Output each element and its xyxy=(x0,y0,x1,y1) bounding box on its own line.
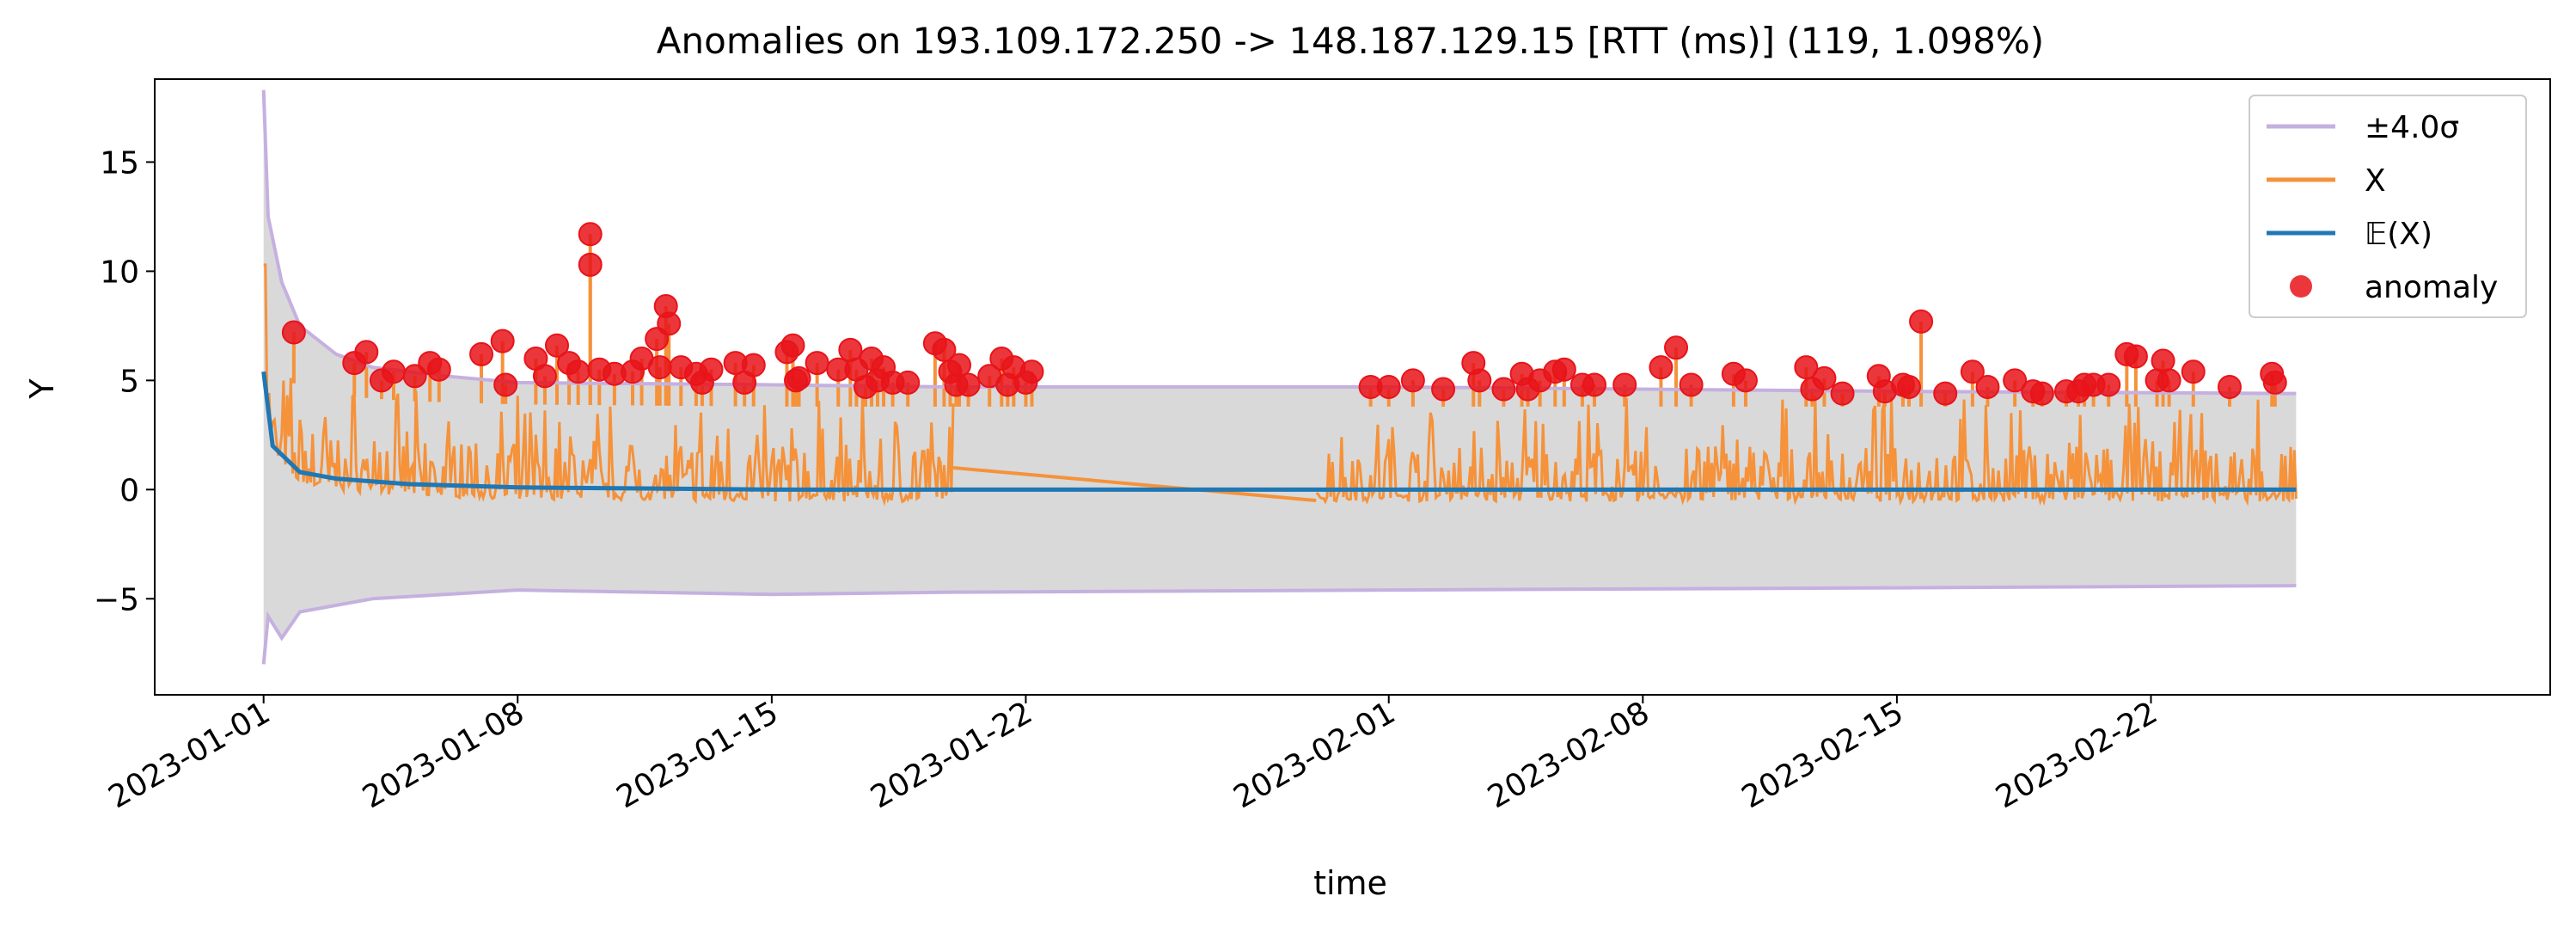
anomaly-point xyxy=(1612,372,1637,397)
anomaly-point xyxy=(1664,335,1689,360)
anomaly-point xyxy=(2262,370,2287,395)
chart-title: Anomalies on 193.109.172.250 -> 148.187.… xyxy=(657,20,2044,62)
legend-marker xyxy=(2290,275,2312,298)
anomaly-point xyxy=(578,252,603,277)
plot-frame xyxy=(154,78,2551,696)
anomaly-point xyxy=(1896,375,1921,399)
anomaly-point xyxy=(1812,365,1837,390)
x-tick-label: 2023-02-08 xyxy=(1482,695,1655,815)
x-series-line xyxy=(263,263,955,506)
anomaly-point xyxy=(1431,377,1456,402)
anomaly-point xyxy=(532,364,557,389)
x-series-gap-line xyxy=(952,465,1317,503)
legend-label: anomaly xyxy=(2365,270,2498,305)
anomaly-point xyxy=(741,353,766,378)
x-tick-label: 2023-01-08 xyxy=(357,695,530,815)
anomaly-point xyxy=(657,311,682,336)
anomaly-point xyxy=(1019,359,1044,384)
anomaly-point xyxy=(2096,372,2121,397)
anomaly-point xyxy=(647,355,672,380)
anomaly-point xyxy=(2157,368,2181,393)
anomaly-point xyxy=(490,328,515,353)
anomaly-point xyxy=(699,357,724,382)
x-tick-label: 2023-01-15 xyxy=(611,695,785,815)
anomaly-point xyxy=(1975,375,2000,399)
legend-label: X xyxy=(2365,163,2386,199)
y-tick-label: 15 xyxy=(100,145,139,181)
y-axis: −5 0 5 10 15 xyxy=(94,145,155,617)
anomaly-point xyxy=(281,320,306,345)
legend-label: ±4.0σ xyxy=(2365,110,2459,145)
anomaly-point xyxy=(1400,368,1425,393)
x-tick-label: 2023-01-22 xyxy=(865,695,1038,815)
y-tick-label: −5 xyxy=(94,582,139,617)
anomaly-point xyxy=(566,359,590,384)
anomaly-point xyxy=(2003,368,2028,393)
x-tick-label: 2023-01-01 xyxy=(102,695,276,815)
anomaly-point xyxy=(956,372,981,397)
anomaly-point xyxy=(1909,309,1934,334)
anomaly-point xyxy=(1733,368,1758,393)
anomaly-point xyxy=(896,370,921,395)
legend-label: 𝔼(X) xyxy=(2365,217,2432,252)
y-tick-label: 5 xyxy=(119,364,139,399)
anomaly-point xyxy=(402,364,427,389)
anomaly-point xyxy=(1551,357,1576,382)
y-axis-label: Y xyxy=(23,378,61,400)
anomaly-point xyxy=(1376,375,1401,399)
plot-area xyxy=(154,78,2551,696)
anomaly-point xyxy=(2217,375,2242,399)
y-tick-label: 0 xyxy=(119,473,139,508)
legend-box xyxy=(2249,95,2527,318)
x-tick-label: 2023-02-22 xyxy=(1990,695,2163,815)
x-axis-label: time xyxy=(1313,864,1387,902)
anomaly-point xyxy=(780,333,805,358)
anomaly-point xyxy=(354,340,379,365)
anomaly-point xyxy=(786,365,811,390)
anomaly-point xyxy=(578,222,603,247)
sigma-lower-line xyxy=(261,584,2297,665)
expectation-line xyxy=(261,371,2297,492)
anomaly-point xyxy=(1794,355,1819,380)
series-layer xyxy=(261,89,2298,665)
anomaly-point xyxy=(381,359,406,384)
anomaly-point xyxy=(1960,359,1985,384)
anomaly-point xyxy=(493,372,518,397)
anomaly-point xyxy=(1491,377,1516,402)
x-tick-label: 2023-02-01 xyxy=(1228,695,1402,815)
legend: ±4.0σ X 𝔼(X) anomaly xyxy=(2249,95,2527,318)
anomaly-point xyxy=(1467,368,1492,393)
anomaly-point xyxy=(805,351,829,376)
anomaly-point xyxy=(1679,372,1704,397)
anomaly-point xyxy=(1582,372,1607,397)
anomaly-point xyxy=(426,357,451,382)
anomaly-point xyxy=(2029,381,2054,406)
anomaly-point xyxy=(1830,381,1855,406)
anomaly-point xyxy=(2181,359,2206,384)
x-tick-label: 2023-02-15 xyxy=(1736,695,1910,815)
anomaly-point xyxy=(1649,355,1673,380)
x-axis: 2023-01-01 2023-01-08 2023-01-15 2023-01-22… xyxy=(102,695,2163,815)
anomaly-point xyxy=(1933,381,1958,406)
y-tick-label: 10 xyxy=(100,255,139,290)
anomaly-point xyxy=(947,353,972,378)
anomaly-point xyxy=(932,337,957,362)
anomaly-point xyxy=(2123,344,2148,369)
sigma-band-fill xyxy=(263,89,2297,665)
anomaly-point xyxy=(469,341,494,366)
anomaly-point xyxy=(545,333,570,358)
